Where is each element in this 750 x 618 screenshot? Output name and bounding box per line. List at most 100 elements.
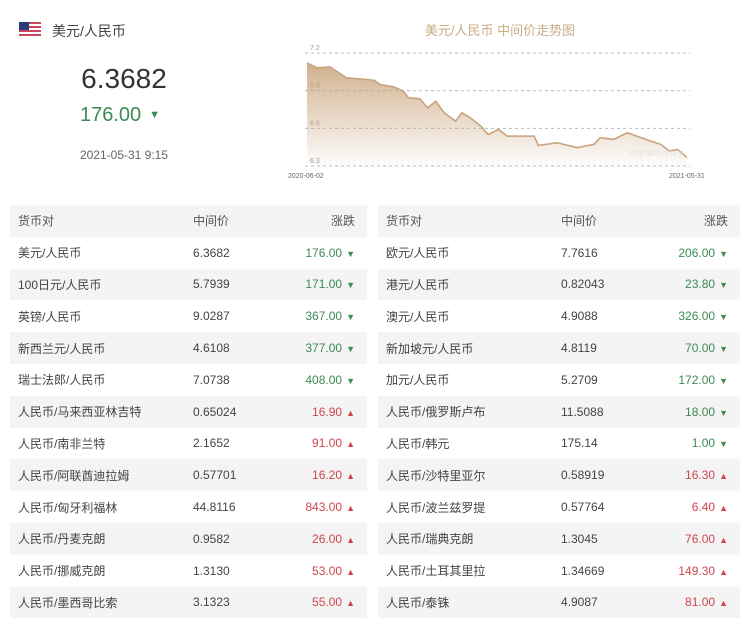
mid-price: 7.0738: [193, 373, 293, 387]
column-header[interactable]: 中间价: [561, 212, 661, 229]
change-cell: 377.00 ▼: [293, 341, 367, 355]
pair-name[interactable]: 人民币/沙特里亚尔: [378, 467, 561, 484]
down-arrow-icon: ▼: [346, 376, 355, 386]
column-header[interactable]: 涨跌: [661, 212, 740, 229]
down-arrow-icon: ▼: [719, 344, 728, 354]
pair-name[interactable]: 新加坡元/人民币: [378, 340, 561, 357]
mid-price: 0.57701: [193, 468, 293, 482]
x-tick-label: 2021-05-31: [669, 173, 705, 180]
pair-name[interactable]: 美元/人民币: [10, 244, 193, 261]
change-cell: 23.80 ▼: [661, 277, 740, 291]
change-cell: 149.30▲: [661, 564, 740, 578]
pair-name[interactable]: 澳元/人民币: [378, 308, 561, 325]
mid-price: 1.34669: [561, 564, 661, 578]
up-arrow-icon: ▲: [346, 567, 355, 577]
pair-name[interactable]: 欧元/人民币: [378, 244, 561, 261]
pair-name[interactable]: 人民币/挪威克朗: [10, 562, 193, 579]
pair-name[interactable]: 100日元/人民币: [10, 276, 193, 293]
mid-price: 1.3045: [561, 532, 661, 546]
down-arrow-icon: ▼: [719, 280, 728, 290]
pair-name[interactable]: 人民币/南非兰特: [10, 435, 193, 452]
up-arrow-icon: ▲: [719, 567, 728, 577]
mid-price: 4.6108: [193, 341, 293, 355]
mid-price: 0.58919: [561, 468, 661, 482]
change-cell: 171.00▼: [293, 277, 367, 291]
pair-name[interactable]: 人民币/丹麦克朗: [10, 530, 193, 547]
change-value: 1.00: [692, 436, 715, 450]
change-value: 326.00: [678, 309, 715, 323]
mid-price: 0.65024: [193, 405, 293, 419]
pair-name[interactable]: 人民币/瑞典克朗: [378, 530, 561, 547]
pair-name[interactable]: 人民币/土耳其里拉: [378, 562, 561, 579]
pair-name[interactable]: 人民币/马来西亚林吉特: [10, 403, 193, 420]
mid-price: 5.2709: [561, 373, 661, 387]
column-header[interactable]: 货币对: [378, 212, 561, 229]
up-arrow-icon: ▲: [719, 471, 728, 481]
mid-price: 4.8119: [561, 341, 661, 355]
pair-name[interactable]: 英镑/人民币: [10, 308, 193, 325]
down-arrow-icon: ▼: [719, 376, 728, 386]
change-value: 6.40: [692, 500, 715, 514]
column-header[interactable]: 货币对: [10, 212, 193, 229]
y-tick-label: 7.2: [310, 45, 320, 52]
pair-name[interactable]: 人民币/韩元: [378, 435, 561, 452]
mid-price: 6.3682: [193, 246, 293, 260]
down-arrow-icon: ▼: [346, 344, 355, 354]
change-value: 53.00: [312, 564, 342, 578]
change-value: 70.00: [685, 341, 715, 355]
column-header[interactable]: 中间价: [193, 212, 293, 229]
change-cell: 18.00▼: [661, 405, 740, 419]
down-arrow-icon: ▼: [719, 408, 728, 418]
pair-name[interactable]: 加元/人民币: [378, 371, 561, 388]
pair-name[interactable]: 新西兰元/人民币: [10, 340, 193, 357]
pair-name[interactable]: 人民币/墨西哥比索: [10, 594, 193, 611]
change-value: 16.30: [685, 468, 715, 482]
change-value: 76.00: [685, 532, 715, 546]
pair-name[interactable]: 港元/人民币: [378, 276, 561, 293]
pair-name[interactable]: 人民币/波兰兹罗提: [378, 499, 561, 516]
pair-name[interactable]: 人民币/阿联酋迪拉姆: [10, 467, 193, 484]
pair-name[interactable]: 人民币/匈牙利福林: [10, 499, 193, 516]
column-header[interactable]: 涨跌: [293, 212, 367, 229]
pair-name[interactable]: 人民币/泰铢: [378, 594, 561, 611]
mid-price: 0.82043: [561, 277, 661, 291]
change-value: 26.00: [312, 532, 342, 546]
down-arrow-icon: ▼: [149, 109, 160, 121]
trend-chart: 7.26.96.66.3chinamoney2020-06-022021-05-…: [280, 38, 720, 188]
down-arrow-icon: ▼: [719, 439, 728, 449]
change-cell: 16.30 ▲: [661, 468, 740, 482]
change-value: 377.00: [305, 341, 342, 355]
change-cell: 55.00▲: [293, 595, 367, 609]
pair-name[interactable]: 人民币/俄罗斯卢布: [378, 403, 561, 420]
pair-name[interactable]: 瑞士法郎/人民币: [10, 371, 193, 388]
change-value: 206.00: [678, 246, 715, 260]
table-header: 货币对中间价涨跌: [378, 205, 740, 237]
change-cell: 81.00▲: [661, 595, 740, 609]
change-value: 23.80: [685, 277, 715, 291]
